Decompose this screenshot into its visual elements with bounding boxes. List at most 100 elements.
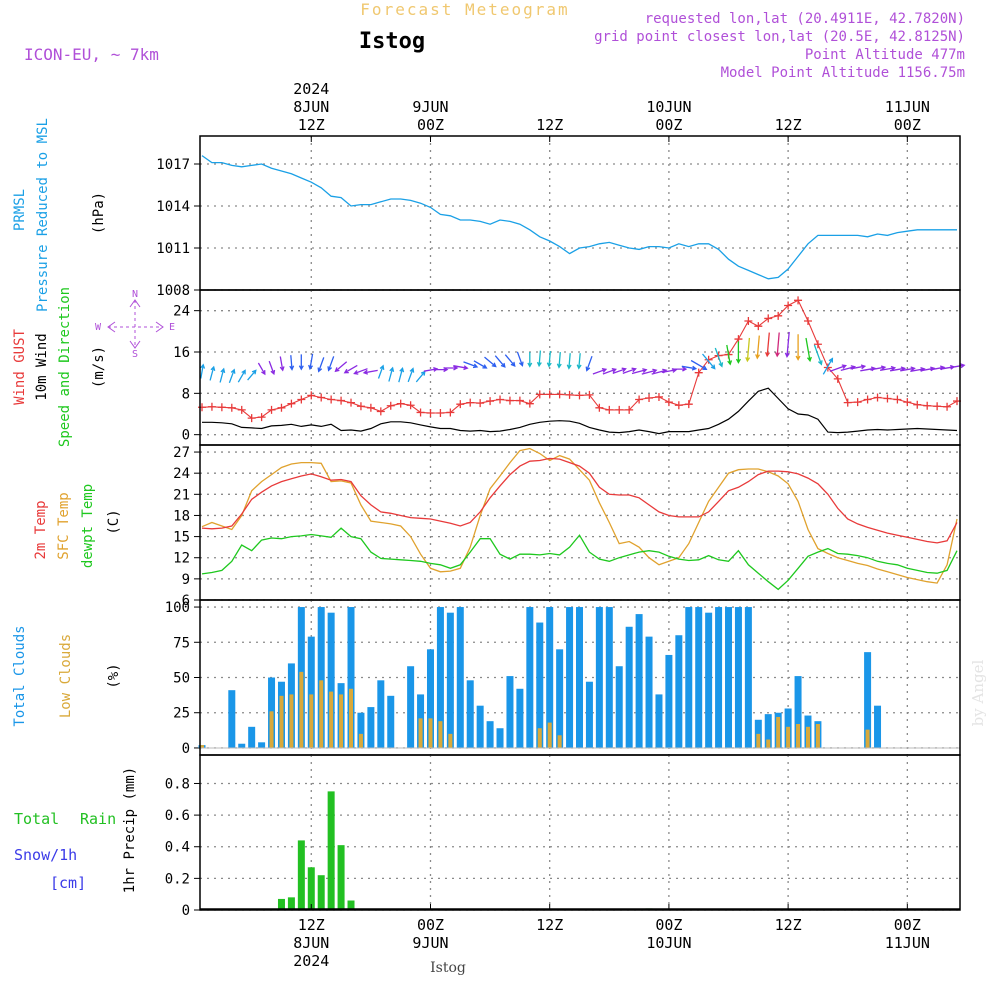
total-cloud-bar [307,636,315,748]
wind-direction-arrows [200,331,966,384]
gust-marker [545,390,554,399]
time-label-top: 12Z [775,116,802,134]
gust-marker [267,405,276,414]
wind-arrow [308,353,314,371]
wind-arrow [388,366,395,382]
gust-marker [803,317,812,325]
wind-arrow [257,362,266,376]
wind-arrow [690,359,708,370]
low-cloud-bar [786,726,791,748]
wind-arrow [556,352,562,369]
gust-marker [784,301,793,310]
gust-marker [496,395,505,404]
total-cloud-bar [367,707,375,748]
low-cloud-bar [448,733,453,748]
cloud-label-low: Low Clouds [58,634,74,718]
wind-arrow [377,364,385,379]
wind-arrow [268,360,276,376]
gust-marker [426,408,435,417]
wind-arrow [805,337,812,363]
low-cloud-bar [776,716,781,748]
total-cloud-bar [347,607,355,748]
rain-bar [287,897,295,910]
temp-label-dewpt: dewpt Temp [80,484,96,568]
wind-arrow [200,363,206,379]
total-cloud-bar [228,690,236,748]
time-label-bottom: 12Z [775,916,802,934]
gust-marker [396,399,405,408]
compass-s: S [132,349,138,360]
pressure-labels: PRMSL Pressure Reduced to MSL (hPa) [12,118,107,312]
gust-marker [625,405,634,414]
clouds-ytick-label: 50 [173,671,190,687]
wind-arrow [870,365,887,371]
wind-arrow [362,369,378,375]
wind-arrow [879,365,897,371]
wind-arrow [546,351,552,368]
low-cloud-bar [299,671,304,748]
wind-arrow [494,355,506,368]
wind-arrow [641,368,658,375]
total-cloud-bar [675,635,683,748]
total-cloud-bar [605,607,613,748]
time-label-bottom: 00Z [417,916,444,934]
gust-marker [684,400,693,409]
wind-arrow [755,335,761,360]
gust-marker [913,400,922,409]
temp-label-sfc: SFC Temp [56,492,72,559]
requested-coords: requested lon,lat (20.4911E, 42.7820N) [645,11,965,27]
wind-arrow [631,368,648,375]
gust-marker [227,403,236,412]
low-cloud-bar [796,724,801,748]
total-cloud-bar [635,614,643,748]
gust-marker [853,398,862,407]
temperature-ytick-label: 15 [173,530,190,546]
wind-arrow [536,350,542,368]
wind-unit: (m/s) [91,346,107,388]
gust-marker [376,407,385,416]
gust-marker [327,395,336,404]
pressure-label-msl: Pressure Reduced to MSL [35,118,51,312]
gust-marker [893,395,902,404]
low-cloud-bar [289,694,294,748]
wind-arrow [576,353,582,370]
gust-marker [903,398,912,407]
gust-marker [794,296,803,305]
total-cloud-bar [317,607,325,748]
gust-marker [595,403,604,412]
pressure-ytick-label: 1011 [156,241,190,257]
temperature-labels: 2m Temp SFC Temp dewpt Temp (C) [33,484,122,568]
gust-marker [555,390,564,399]
total-cloud-bar [387,695,395,748]
wind-arrow [745,337,751,363]
wind-arrow [473,360,488,369]
time-label-top: 2024 [293,80,329,98]
total-cloud-bar [585,681,593,748]
precip-label-total: Total [14,810,59,828]
wind-labels: Wind GUST 10m Wind Speed and Direction (… [12,287,175,447]
temp-unit: (C) [106,509,122,534]
gust-marker [605,405,614,414]
gust-marker [863,395,872,404]
gust-marker [515,396,524,405]
low-cloud-bar [766,739,771,748]
gust-marker [704,355,713,364]
precip-label-rain: Rain [80,810,116,828]
low-cloud-bar [865,729,870,748]
compass-n: N [132,289,138,300]
clouds-ytick-label: 25 [173,706,190,722]
gust-marker [416,408,425,417]
wind-arrow [774,332,780,358]
total-cloud-bar [248,726,256,748]
precip-ytick-label: 0 [182,903,190,919]
total-cloud-bar [377,680,385,748]
wind-arrow [398,366,405,383]
precip-label-snow: Snow/1h [14,846,77,864]
low-cloud-bar [319,680,324,748]
wind-arrow [453,365,469,371]
time-label-bottom: 2024 [293,952,329,970]
time-label-top: 00Z [417,116,444,134]
precip-ytick-label: 0.8 [165,776,190,792]
